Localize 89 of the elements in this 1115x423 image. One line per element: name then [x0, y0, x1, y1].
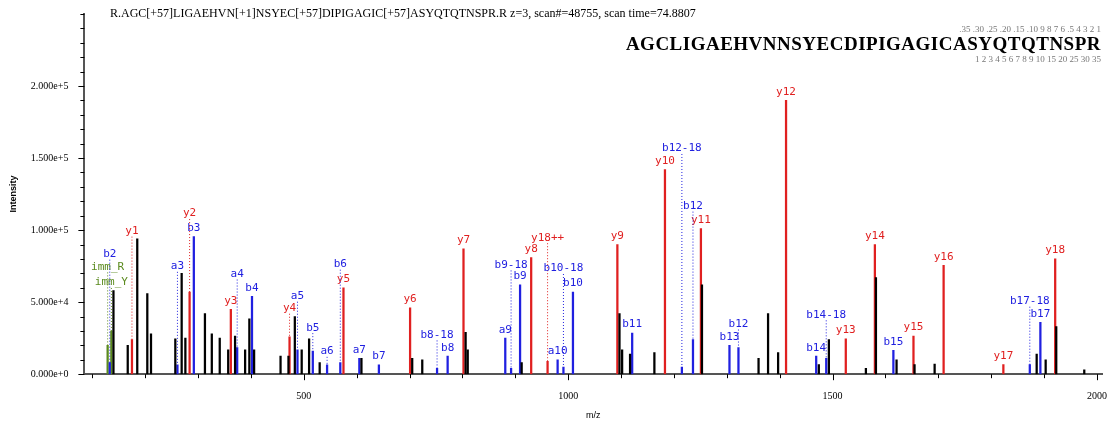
annotation: b3: [187, 220, 201, 234]
annotation: y13: [835, 323, 856, 337]
bar: [112, 290, 115, 375]
annotation: a4: [230, 266, 245, 280]
annotation: b12: [683, 198, 703, 212]
annotation: y17: [993, 349, 1014, 363]
bar: [279, 355, 282, 375]
annotation: b2: [103, 247, 117, 261]
annotation: imm_R: [91, 259, 125, 273]
bar: [757, 358, 760, 375]
bar: [287, 355, 290, 375]
bar: [1039, 322, 1042, 375]
x-tick-label: 1000: [558, 389, 579, 401]
annotation: y5: [336, 272, 351, 286]
bar: [556, 359, 559, 375]
annotation: imm_Y: [94, 275, 129, 289]
annotation: 1 2 3 4 5 6 7 8 9 10 15 20 25 30 35: [974, 54, 1101, 64]
bar: [342, 287, 345, 375]
annotation: y14: [864, 228, 886, 242]
y-tick-label: 2.000e+5: [30, 79, 69, 91]
annotation: AGCLIGAEHVNNSYECDIPIGAGICASYQTQTNSPR: [625, 33, 1101, 54]
annotation: a7: [352, 342, 366, 356]
bar: [817, 364, 820, 375]
annotation: b10: [563, 276, 583, 290]
annotation: y12: [776, 84, 796, 98]
annotation: b8: [441, 340, 455, 354]
bar: [421, 359, 424, 375]
y-tick-label: 1.000e+5: [30, 223, 69, 235]
bar: [1002, 364, 1005, 375]
bar: [562, 366, 565, 375]
bar: [464, 332, 467, 375]
annotation: b12: [728, 316, 749, 330]
annotation: y15: [903, 320, 924, 334]
annotation: b4: [245, 280, 259, 294]
bar: [653, 352, 656, 375]
bar: [892, 350, 895, 375]
annotation: y7: [456, 233, 471, 247]
annotation: b14: [806, 340, 827, 354]
annotation: b12-18: [662, 141, 702, 155]
annotation: y16: [933, 249, 954, 263]
annotation: b9: [513, 269, 527, 283]
bar: [728, 345, 731, 375]
annotation: b17: [1030, 306, 1051, 320]
annotation: a3: [170, 259, 185, 273]
x-tick-label: 500: [296, 389, 312, 401]
annotation: b5: [306, 320, 320, 334]
annotation: b11: [622, 317, 643, 331]
annotation: a6: [320, 344, 334, 358]
y-tick-label: 5.000e+4: [30, 295, 69, 307]
y-axis-title: Intensity: [7, 175, 18, 213]
x-tick-label: 2000: [1086, 389, 1107, 401]
annotation: y10: [655, 153, 675, 167]
bar: [942, 265, 945, 375]
annotation: y18: [1045, 243, 1066, 257]
annotation: b10-18: [543, 261, 584, 275]
annotation: .35 .30 .25 .20 .15 .10 9 8 7 6 .5 4 3 2 1: [958, 24, 1101, 34]
annotation: b7: [372, 349, 386, 363]
bar: [618, 313, 621, 375]
bar: [616, 244, 619, 375]
bar: [895, 359, 898, 375]
bar: [462, 248, 465, 375]
annotation: b13: [719, 329, 740, 343]
y-tick-label: 0.000e+0: [30, 367, 69, 379]
chart-title: R.AGC[+57]LIGAEHVN[+1]NSYEC[+57]DIPIGAGIC[+57]ASYQTQTNSPR.R z=3, scan#=48755, scan time=74.8807: [110, 6, 696, 21]
x-tick-label: 1500: [822, 389, 843, 401]
annotation: y4: [282, 301, 297, 315]
annotation: y2: [182, 206, 197, 220]
x-axis-title: m/z: [586, 410, 602, 421]
annotation: a9: [498, 322, 512, 336]
annotation: y9: [610, 228, 624, 242]
bar: [933, 363, 936, 375]
annotation: y6: [403, 292, 417, 306]
annotation: y11: [690, 213, 711, 227]
annotation: y8: [524, 241, 538, 255]
annotation: b8-18: [420, 327, 454, 341]
bar: [913, 364, 916, 375]
annotation: b6: [333, 257, 347, 271]
annotation: b15: [883, 334, 904, 348]
y-tick-label: 1.500e+5: [30, 151, 69, 163]
bar: [1044, 359, 1047, 375]
annotation: y1: [125, 223, 139, 237]
annotation: b9-18: [494, 257, 528, 271]
bar: [176, 364, 179, 375]
annotation: a5: [290, 289, 305, 303]
annotation: a10: [547, 344, 568, 358]
annotation: b14-18: [806, 307, 847, 321]
annotation: y3: [224, 293, 238, 307]
annotation: b17-18: [1009, 294, 1050, 308]
annotation: y18++: [531, 230, 565, 244]
